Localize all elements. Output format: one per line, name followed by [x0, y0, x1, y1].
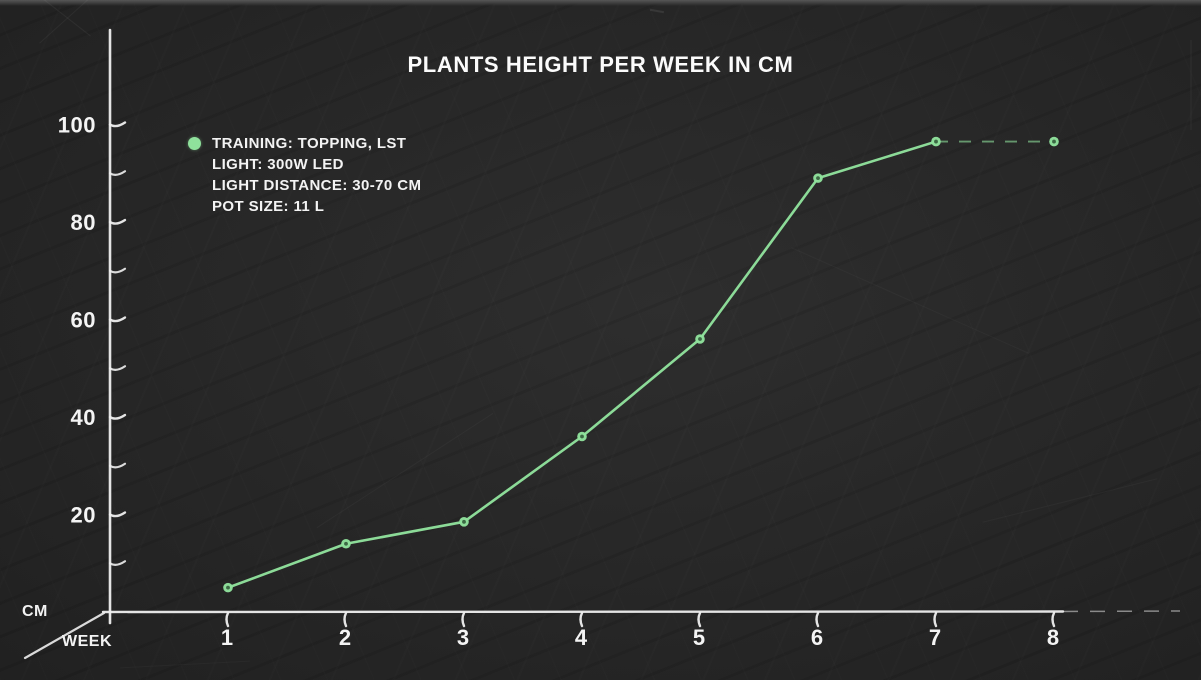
y-axis-tick-label: 100 — [58, 113, 96, 138]
x-axis-unit-label: WEEK — [62, 633, 112, 650]
chalkboard-top-edge — [0, 0, 1201, 6]
x-axis-tick — [933, 611, 938, 628]
x-axis-line-faded-tail — [1062, 610, 1181, 613]
x-axis-tick-label: 8 — [1047, 625, 1059, 650]
y-axis-minor-tick — [108, 560, 127, 566]
data-point-marker-center-week-7 — [934, 139, 938, 144]
legend-line-light: LIGHT: 300W LED — [212, 156, 344, 173]
data-point-marker-center-week-6 — [816, 176, 820, 181]
axis-origin-diagonal-line — [23, 611, 106, 660]
data-point-marker-center-week-2 — [344, 541, 348, 546]
x-axis-tick — [225, 611, 230, 628]
legend-line-light-distance: LIGHT DISTANCE: 30-70 CM — [212, 177, 422, 194]
y-axis-minor-tick — [108, 170, 127, 176]
x-axis-tick-label: 4 — [575, 625, 588, 650]
y-axis-minor-tick — [108, 462, 127, 469]
data-point-marker-center-week-3 — [462, 519, 466, 524]
x-axis-tick-label: 5 — [693, 625, 705, 650]
data-point-marker-center-week-1 — [226, 585, 230, 590]
x-axis-tick-label: 1 — [221, 625, 233, 650]
x-axis-tick-label: 7 — [929, 625, 941, 650]
y-axis-minor-tick — [108, 365, 127, 371]
x-axis-tick — [343, 611, 348, 628]
legend-line-pot-size: POT SIZE: 11 L — [212, 198, 325, 215]
x-axis-line — [101, 610, 1065, 614]
data-point-marker-center-week-4 — [580, 434, 584, 439]
y-axis-tick-label: 40 — [71, 405, 96, 430]
y-axis-tick-label: 60 — [71, 308, 96, 333]
y-axis-tick-label: 80 — [71, 210, 96, 235]
legend-line-training: TRAINING: TOPPING, LST — [212, 135, 407, 152]
y-axis-minor-tick — [108, 267, 127, 274]
x-axis-tick — [815, 611, 820, 628]
x-axis-tick-label: 2 — [339, 625, 351, 650]
x-axis-tick-label: 3 — [457, 625, 469, 650]
data-point-marker-center-week-5 — [698, 337, 702, 341]
y-axis-tick-label: 20 — [71, 503, 96, 528]
x-axis-tick — [1051, 611, 1056, 628]
chart-legend: TRAINING: TOPPING, LST LIGHT: 300W LED L… — [188, 133, 421, 217]
plant-height-line-solid — [226, 140, 938, 589]
y-axis-tick — [108, 413, 127, 420]
y-axis-tick — [108, 316, 127, 323]
x-axis-tick — [697, 611, 702, 628]
x-axis-tick — [461, 611, 466, 628]
y-axis-unit-label: CM — [22, 603, 48, 620]
y-axis-tick — [108, 121, 127, 128]
x-axis-tick-label: 6 — [811, 625, 823, 650]
y-axis-tick — [108, 511, 127, 518]
legend-series-dot-icon — [188, 137, 201, 150]
x-axis-tick — [579, 611, 584, 628]
chart-title: PLANTS HEIGHT PER WEEK IN CM — [407, 52, 794, 77]
y-axis-tick — [108, 218, 127, 225]
legend-text-block: TRAINING: TOPPING, LST LIGHT: 300W LED L… — [212, 133, 421, 217]
data-point-marker-center-week-8 — [1052, 139, 1056, 144]
